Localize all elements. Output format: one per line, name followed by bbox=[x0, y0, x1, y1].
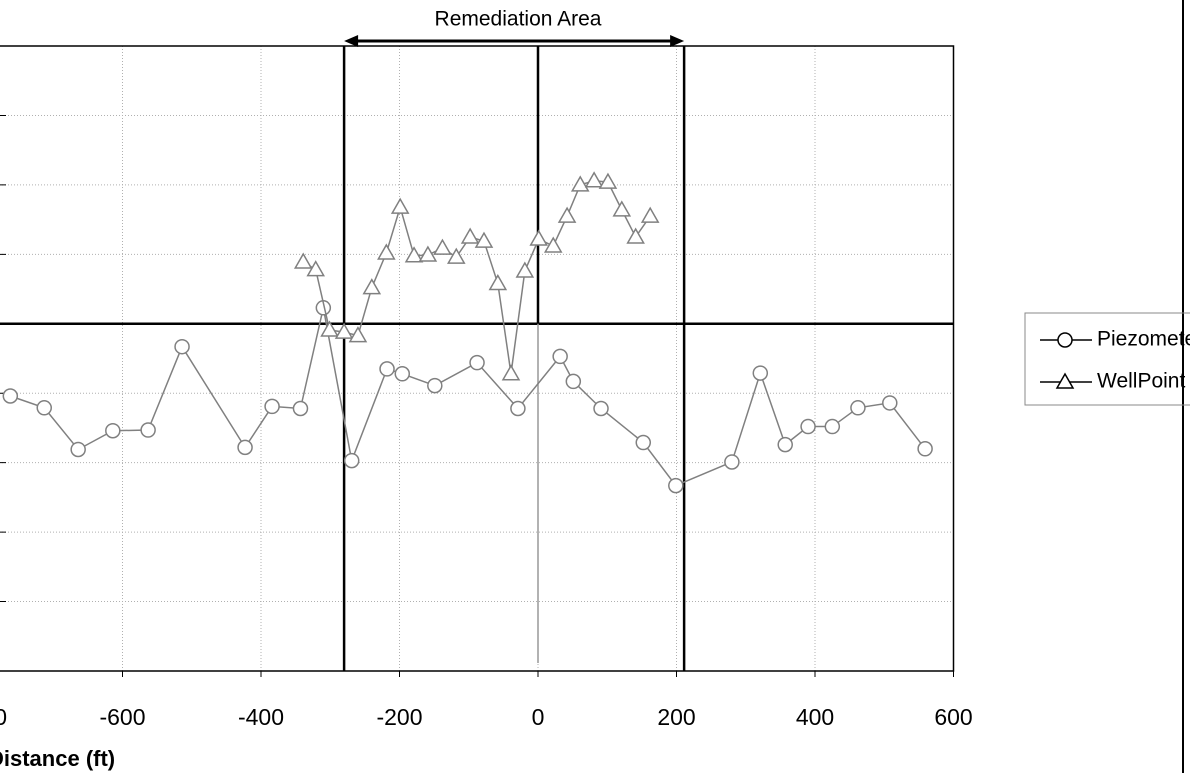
annotation: Remediation Area bbox=[435, 8, 602, 31]
marker bbox=[306, 260, 325, 277]
legend-marker bbox=[1055, 372, 1075, 389]
x-tick-label: 600 bbox=[934, 704, 972, 730]
marker bbox=[557, 206, 577, 223]
marker bbox=[917, 441, 933, 457]
marker bbox=[612, 200, 632, 217]
marker bbox=[264, 398, 280, 415]
marker bbox=[140, 422, 156, 438]
marker bbox=[237, 439, 253, 456]
plot-frame bbox=[0, 45, 955, 672]
marker bbox=[598, 172, 618, 189]
marker bbox=[515, 261, 535, 278]
marker bbox=[593, 400, 609, 417]
marker bbox=[418, 245, 438, 262]
marker bbox=[724, 454, 740, 470]
marker bbox=[348, 326, 368, 343]
plot-area: -800-600-400-2000200400600-5-4-3-2-10123… bbox=[0, 35, 973, 730]
legend-marker bbox=[1057, 332, 1073, 348]
marker bbox=[427, 377, 443, 394]
x-axis-title: Distance (ft) bbox=[0, 746, 115, 771]
marker bbox=[552, 348, 568, 365]
x-tick-label: 200 bbox=[657, 704, 695, 730]
marker bbox=[824, 418, 841, 435]
x-tick-label: -200 bbox=[376, 704, 422, 730]
marker bbox=[377, 243, 396, 260]
marker bbox=[394, 366, 411, 382]
marker bbox=[390, 197, 410, 214]
marker bbox=[800, 418, 816, 435]
marker bbox=[293, 252, 313, 269]
x-tick-label: -600 bbox=[99, 704, 145, 730]
marker bbox=[433, 238, 452, 255]
marker bbox=[584, 171, 604, 188]
marker bbox=[543, 236, 563, 253]
series-line bbox=[302, 179, 651, 374]
marker bbox=[334, 322, 354, 339]
marker bbox=[635, 434, 652, 451]
legend-label: WellPoint bbox=[1097, 370, 1185, 393]
legend-label: Piezometer bbox=[1097, 328, 1190, 351]
x-tick-label: 0 bbox=[532, 704, 545, 730]
marker bbox=[488, 273, 508, 291]
marker bbox=[404, 246, 424, 263]
marker bbox=[379, 361, 395, 377]
marker bbox=[570, 175, 590, 192]
marker bbox=[510, 400, 526, 417]
marker bbox=[640, 206, 660, 223]
marker bbox=[882, 395, 898, 411]
marker bbox=[501, 364, 521, 381]
legend: Piezometer WellPoint bbox=[1024, 312, 1190, 406]
series-line bbox=[10, 307, 926, 487]
marker bbox=[850, 400, 866, 416]
legend-box bbox=[1024, 312, 1190, 406]
marker bbox=[668, 477, 684, 494]
marker bbox=[565, 373, 582, 390]
marker bbox=[752, 365, 769, 381]
x-tick-label: 400 bbox=[796, 704, 834, 730]
marker bbox=[777, 436, 793, 453]
marker bbox=[320, 320, 339, 337]
marker bbox=[529, 229, 548, 246]
marker bbox=[105, 422, 121, 439]
marker bbox=[446, 247, 466, 264]
marker bbox=[460, 227, 480, 244]
marker bbox=[343, 452, 360, 469]
marker bbox=[474, 231, 494, 248]
x-tick-label: -800 bbox=[0, 704, 7, 730]
marker bbox=[174, 338, 190, 355]
marker bbox=[362, 278, 382, 295]
marker bbox=[70, 441, 86, 458]
marker bbox=[626, 227, 645, 244]
marker bbox=[2, 388, 19, 404]
x-tick-label: -400 bbox=[238, 704, 284, 730]
marker bbox=[469, 354, 485, 371]
marker bbox=[36, 400, 52, 416]
marker bbox=[292, 400, 309, 417]
